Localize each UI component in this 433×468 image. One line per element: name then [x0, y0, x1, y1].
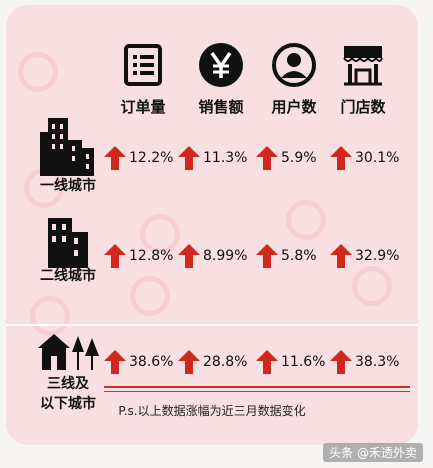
watermark-logo	[286, 200, 326, 240]
watermark-logo	[130, 276, 170, 316]
metric-value: 28.8%	[178, 350, 247, 374]
metric-value-text: 38.6%	[129, 354, 174, 370]
metric-value: 11.3%	[178, 146, 247, 170]
metric-value-text: 11.6%	[281, 354, 326, 370]
up-arrow-icon	[104, 146, 126, 170]
section-divider	[6, 324, 418, 326]
metric-value: 38.3%	[330, 350, 399, 374]
metric-value: 30.1%	[330, 146, 399, 170]
source-watermark: 头条 @禾透外卖	[323, 443, 423, 462]
up-arrow-icon	[256, 146, 278, 170]
order-list-icon	[118, 40, 168, 90]
up-arrow-icon	[330, 350, 352, 374]
row-label-tier2: 二线城市	[40, 268, 96, 284]
metric-value-text: 5.8%	[281, 248, 317, 264]
metric-value: 8.99%	[178, 244, 247, 268]
metric-value: 5.8%	[256, 244, 317, 268]
up-arrow-icon	[104, 350, 126, 374]
metric-value: 5.9%	[256, 146, 317, 170]
up-arrow-icon	[330, 146, 352, 170]
footnote: P.s.以上数据涨幅为近三月数据变化	[118, 404, 306, 418]
metric-value-text: 12.8%	[129, 248, 174, 264]
metric-value: 11.6%	[256, 350, 325, 374]
metric-value-text: 28.8%	[203, 354, 248, 370]
watermark-logo	[30, 296, 70, 336]
yen-coin-icon	[196, 40, 246, 90]
metric-value: 38.6%	[104, 350, 173, 374]
up-arrow-icon	[104, 244, 126, 268]
tall-buildings-icon	[34, 112, 98, 180]
metric-value: 12.2%	[104, 146, 173, 170]
up-arrow-icon	[178, 350, 200, 374]
metric-value-text: 32.9%	[355, 248, 400, 264]
up-arrow-icon	[178, 146, 200, 170]
up-arrow-icon	[256, 244, 278, 268]
header-sales: 销售额	[198, 98, 244, 116]
mid-buildings-icon	[42, 212, 92, 272]
metric-value: 32.9%	[330, 244, 399, 268]
metric-value-text: 38.3%	[355, 354, 400, 370]
up-arrow-icon	[256, 350, 278, 374]
house-trees-icon	[32, 330, 102, 376]
up-arrow-icon	[178, 244, 200, 268]
metric-value: 12.8%	[104, 244, 173, 268]
row-label-tier3-line1: 三线及	[47, 376, 89, 392]
header-users: 用户数	[271, 98, 317, 116]
red-underline-2	[104, 391, 410, 392]
up-arrow-icon	[330, 244, 352, 268]
row-label-tier1: 一线城市	[40, 178, 96, 194]
row-label-tier3-line2: 以下城市	[40, 396, 96, 412]
metric-value-text: 12.2%	[129, 150, 174, 166]
watermark-logo	[140, 214, 180, 254]
watermark-logo	[18, 52, 58, 92]
metric-value-text: 8.99%	[203, 248, 248, 264]
red-underline	[104, 386, 410, 388]
header-orders: 订单量	[120, 98, 166, 116]
row-label-tier3: 三线及 以下城市	[28, 374, 108, 414]
watermark-logo	[352, 266, 392, 306]
metric-value-text: 11.3%	[203, 150, 248, 166]
user-avatar-icon	[269, 40, 319, 90]
metric-value-text: 30.1%	[355, 150, 400, 166]
metric-value-text: 5.9%	[281, 150, 317, 166]
header-stores: 门店数	[340, 98, 386, 116]
store-awning-icon	[338, 40, 388, 90]
